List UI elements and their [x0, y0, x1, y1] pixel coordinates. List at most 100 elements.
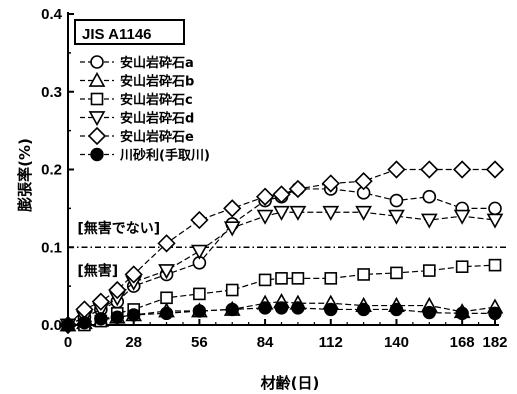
- y-tick-label: 0.3: [41, 84, 62, 101]
- data-point: [423, 264, 436, 277]
- data-point: [387, 160, 406, 179]
- data-point: [389, 302, 404, 317]
- data-point: [453, 209, 471, 225]
- data-point: [272, 185, 291, 204]
- data-point: [355, 205, 372, 221]
- data-point: [354, 172, 373, 191]
- legend-item: 安山岩砕石d: [80, 111, 194, 127]
- data-point: [389, 193, 404, 208]
- legend-marker: [90, 92, 104, 106]
- legend-label: 安山岩砕石c: [120, 92, 193, 108]
- data-point: [289, 205, 307, 221]
- data-point: [420, 160, 439, 179]
- data-point: [190, 210, 209, 230]
- legend-item: 安山岩砕石c: [80, 92, 193, 108]
- annotation-label: [無害]: [77, 263, 118, 280]
- data-point: [126, 308, 141, 322]
- data-point: [321, 174, 340, 193]
- data-point: [77, 315, 92, 330]
- x-tick-label: 28: [125, 334, 142, 351]
- data-point: [324, 272, 338, 285]
- series-5: [58, 160, 505, 335]
- legend-marker: [88, 111, 106, 127]
- data-point: [223, 199, 242, 218]
- data-point: [225, 283, 239, 297]
- y-tick-label: 0.4: [41, 6, 63, 23]
- data-point: [273, 205, 290, 221]
- data-point: [388, 209, 405, 225]
- annotation-label: [無害でない]: [77, 220, 160, 237]
- data-point: [191, 244, 208, 260]
- legend-label: 安山岩砕石d: [120, 111, 194, 127]
- y-tick-label: 0.2: [41, 162, 62, 179]
- data-point: [455, 306, 469, 321]
- y-axis-title: 膨張率(%): [16, 138, 34, 212]
- legend-item: 安山岩砕石a: [80, 55, 194, 71]
- data-point: [322, 205, 340, 221]
- y-tick-label: 0.0: [41, 317, 62, 334]
- data-point: [108, 280, 127, 300]
- data-point: [193, 287, 206, 301]
- x-tick-label: 112: [319, 334, 343, 351]
- x-tick-label: 0: [64, 334, 72, 351]
- x-tick-label: 182: [482, 334, 507, 351]
- x-tick-label: 140: [384, 334, 409, 351]
- data-point: [225, 302, 239, 317]
- data-point: [420, 213, 438, 229]
- data-point: [455, 260, 469, 273]
- data-point: [91, 292, 110, 311]
- legend-marker: [88, 71, 106, 87]
- data-point: [157, 234, 176, 253]
- plot-area: 0.0 0.1 0.2 0.3 0.4 0 28 56 84 112 140 168 182 [無害でない…: [41, 6, 507, 351]
- data-point: [291, 301, 305, 315]
- legend-label: 安山岩砕石a: [120, 55, 194, 71]
- legend-marker: [90, 147, 104, 162]
- data-point: [124, 265, 143, 284]
- chart-title-box: JIS A1146: [74, 19, 185, 45]
- data-point: [61, 318, 75, 332]
- y-tick-label: 0.1: [41, 239, 62, 256]
- data-point: [291, 272, 305, 285]
- legend-label: 安山岩砕石b: [120, 74, 194, 90]
- data-point: [324, 302, 338, 317]
- data-point: [422, 189, 437, 204]
- legend-label: 川砂利(手取川): [119, 148, 210, 164]
- data-point: [158, 264, 175, 280]
- data-point: [453, 160, 472, 179]
- data-point: [159, 306, 174, 321]
- data-point: [488, 201, 502, 216]
- data-point: [255, 187, 275, 206]
- x-tick-label: 56: [191, 334, 208, 351]
- data-point: [256, 209, 274, 225]
- data-point: [488, 258, 502, 272]
- x-axis-title: 材齢(日): [261, 374, 320, 392]
- data-point: [356, 302, 371, 317]
- legend-item: 安山岩砕石b: [80, 71, 194, 90]
- data-point: [192, 304, 207, 318]
- data-point: [485, 160, 505, 179]
- series-6: [61, 301, 502, 332]
- data-point: [258, 301, 272, 315]
- legend-item: 安山岩砕石e: [80, 126, 194, 146]
- legend-label: 安山岩砕石e: [120, 129, 194, 145]
- chart-title: JIS A1146: [82, 26, 152, 43]
- data-point: [223, 221, 241, 237]
- data-point: [110, 310, 124, 324]
- x-tick-label: 168: [450, 334, 475, 351]
- data-point: [94, 312, 108, 326]
- data-point: [488, 306, 502, 321]
- legend-item: 川砂利(手取川): [80, 148, 210, 164]
- legend: 安山岩砕石a 安山岩砕石b 安山岩砕石c 安山岩砕石d 安山岩砕石e 川砂利(手取川): [80, 55, 210, 164]
- data-point: [258, 273, 272, 287]
- data-point: [274, 301, 289, 315]
- x-tick-label: 84: [257, 334, 274, 351]
- data-point: [160, 291, 173, 305]
- legend-marker: [90, 55, 104, 69]
- data-point: [288, 179, 308, 199]
- legend-marker: [87, 126, 107, 146]
- data-point: [422, 305, 437, 320]
- data-point: [390, 266, 403, 280]
- data-point: [357, 268, 370, 281]
- data-point: [486, 213, 504, 229]
